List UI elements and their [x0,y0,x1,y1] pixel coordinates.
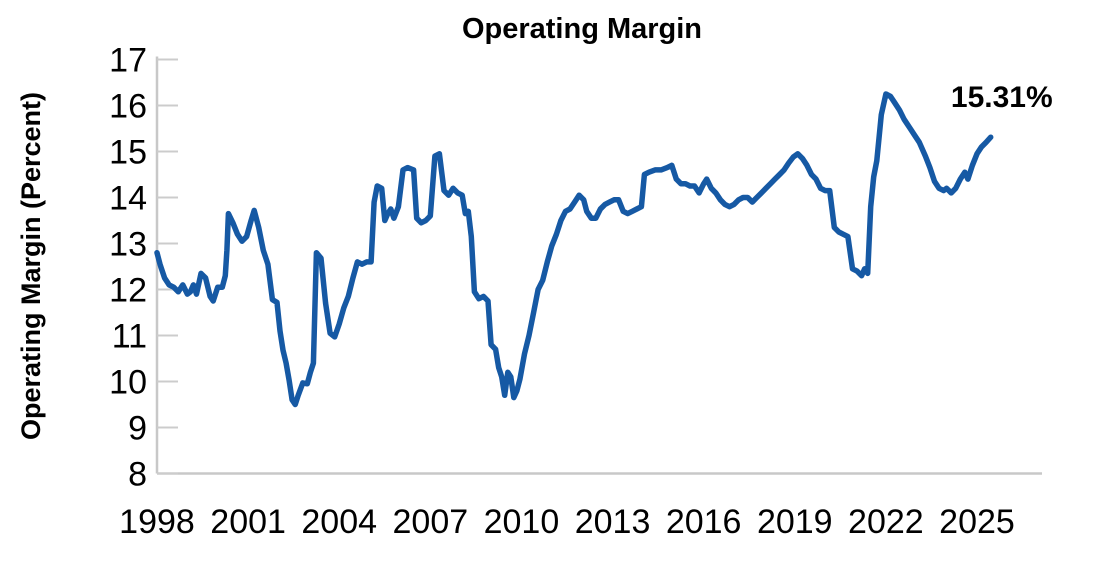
x-tick-label: 2007 [393,503,469,541]
x-tick-label: 2016 [666,503,742,541]
x-tick-label: 2019 [757,503,833,541]
x-tick-label: 2025 [939,503,1015,541]
x-axis-ticks: 1998 2001 2004 2007 2010 2013 2016 2019 2022 2025 [119,503,1015,541]
x-tick-label: 1998 [119,503,195,541]
y-tick-label: 14 [109,180,147,218]
y-axis-title: Operating Margin (Percent) [16,92,46,440]
x-tick-label: 2004 [301,503,377,541]
y-tick-label: 16 [109,88,147,126]
chart-title: Operating Margin [462,13,702,45]
operating-margin-line [154,91,994,408]
y-tick-label: 10 [109,364,147,402]
x-tick-label: 2010 [484,503,560,541]
y-tick-label: 11 [112,318,147,356]
last-value-annotation: 15.31% [951,81,1053,114]
y-tick-label: 15 [109,134,147,172]
y-tick-label: 13 [109,226,147,264]
x-tick-label: 2001 [210,503,286,541]
y-axis-ticks: 8 9 10 11 12 13 14 15 16 17 [109,42,178,494]
x-tick-label: 2013 [575,503,651,541]
y-tick-label: 9 [128,410,147,448]
axes [155,56,1042,475]
y-tick-label: 17 [109,42,147,80]
series-lines [154,91,994,408]
y-tick-label: 8 [128,456,147,494]
x-tick-label: 2022 [848,503,924,541]
y-tick-label: 12 [109,272,147,310]
